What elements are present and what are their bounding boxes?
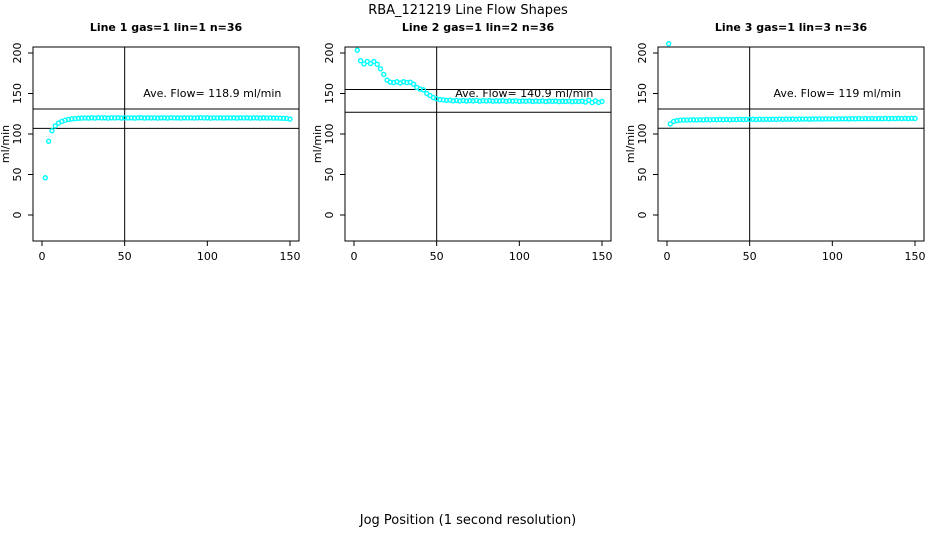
panel-title: Line 2 gas=1 lin=2 n=36 [402,21,555,34]
y-tick-label: 50 [323,168,336,182]
x-tick-label: 150 [904,250,925,263]
y-tick-label: 200 [11,43,24,64]
y-tick-label: 150 [323,83,336,104]
x-tick-label: 0 [39,250,46,263]
data-point [361,61,367,67]
ave-flow-annotation: Ave. Flow= 119 ml/min [773,87,901,100]
plot-box [657,46,925,242]
x-tick-label: 100 [509,250,530,263]
data-point [377,66,384,72]
panel-1: Line 1 gas=1 lin=1 n=36 Ave. Flow= 118.9 … [0,21,300,263]
data-point [912,115,918,122]
y-tick-label: 100 [323,124,336,145]
y-tick-label: 200 [636,43,649,64]
x-tick-label: 0 [351,250,358,263]
x-tick-label: 150 [279,250,300,263]
data-point [45,138,52,144]
data-point [357,57,364,64]
y-tick-label: 0 [11,212,24,219]
ave-flow-annotation: Ave. Flow= 118.9 ml/min [143,87,281,100]
main-title: RBA_121219 Line Flow Shapes [368,3,568,18]
x-tick-label: 50 [118,250,132,263]
plot-box [344,46,612,242]
y-tick-label: 150 [636,83,649,104]
panel-2: Line 2 gas=1 lin=2 n=36 Ave. Flow= 140.9 … [311,21,612,263]
y-axis-title: ml/min [0,125,12,163]
x-tick-label: 150 [591,250,612,263]
y-tick-label: 100 [636,124,649,145]
data-point [42,175,49,181]
data-point [599,98,605,105]
panel-title: Line 3 gas=1 lin=3 n=36 [715,21,868,34]
plot-box [32,46,300,242]
x-tick-label: 100 [197,250,218,263]
y-tick-label: 150 [11,83,24,104]
y-tick-label: 200 [323,43,336,64]
data-point [665,40,672,47]
data-point [287,116,293,122]
data-point [410,81,417,87]
y-tick-label: 0 [636,212,649,219]
data-point [667,121,674,127]
data-point [354,47,361,53]
data-point [52,123,58,129]
y-tick-label: 50 [11,168,24,182]
y-axis-title: ml/min [624,125,637,163]
plots-svg: Line 1 gas=1 lin=1 n=36 Ave. Flow= 118.9 … [0,21,925,263]
data-point [49,128,55,134]
y-tick-label: 50 [636,168,649,182]
x-tick-label: 100 [822,250,843,263]
panel-3: Line 3 gas=1 lin=3 n=36 Ave. Flow= 119 ml… [624,21,925,263]
y-tick-label: 0 [323,212,336,219]
data-point [420,87,427,93]
x-tick-label: 50 [430,250,444,263]
data-point [374,61,380,68]
y-axis-title: ml/min [311,125,324,163]
data-point [381,71,387,78]
panel-title: Line 1 gas=1 lin=1 n=36 [90,21,243,34]
x-tick-label: 50 [743,250,757,263]
x-axis-label: Jog Position (1 second resolution) [359,513,577,528]
x-tick-label: 0 [664,250,671,263]
ave-flow-annotation: Ave. Flow= 140.9 ml/min [455,87,593,100]
data-point [371,58,377,65]
y-tick-label: 100 [11,124,24,145]
